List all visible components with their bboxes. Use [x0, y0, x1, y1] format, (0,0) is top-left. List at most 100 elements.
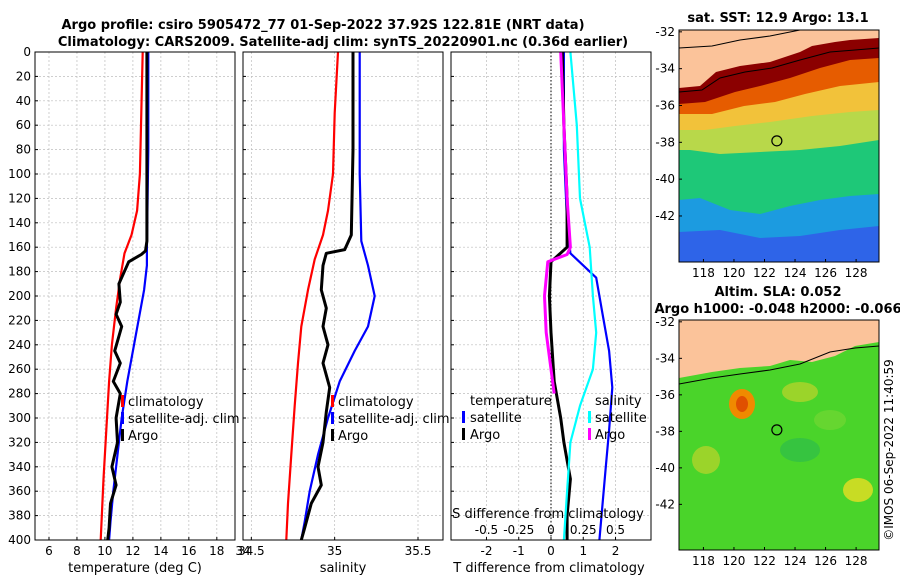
- difference-legend: temperature satellite Argo salinity sate…: [462, 394, 647, 443]
- legend-swatch-t-satellite: [462, 411, 465, 423]
- x-tick-label: 34: [235, 544, 250, 558]
- y-tick-label: 0: [23, 45, 31, 59]
- legend-text-temperature: temperature: [470, 394, 552, 409]
- y-tick-label: 20: [16, 69, 31, 83]
- temperature-legend: climatology satellite-adj. clim Argo: [121, 395, 240, 444]
- sst-map-image: [679, 30, 879, 262]
- map-x-tick-label: 128: [845, 554, 868, 568]
- legend-text-s-satellite: satellite: [595, 411, 647, 426]
- x-tick-label: 18: [209, 544, 224, 558]
- sst-map-title: sat. SST: 12.9 Argo: 13.1: [687, 11, 868, 26]
- title-line-2: Climatology: CARS2009. Satellite-adj cli…: [58, 35, 628, 50]
- legend-swatch-climatology: [331, 395, 334, 407]
- legend-text-s-argo: Argo: [595, 428, 625, 443]
- x-tick-label: 0: [547, 544, 555, 558]
- y-tick-label: 220: [8, 313, 31, 327]
- x-tick-label: 10: [97, 544, 112, 558]
- y-tick-label: 240: [8, 338, 31, 352]
- legend-text-argo: Argo: [128, 429, 158, 444]
- temperature-xlabel: temperature (deg C): [68, 561, 202, 576]
- temperature-grid: [35, 51, 235, 541]
- watermark: ©IMOS 06-Sep-2022 11:40:59: [882, 359, 896, 541]
- difference-ticks: -2 -1 0 1 2 -0.5 -0.25 0 0.25 0.5: [451, 51, 625, 558]
- map-y-tick-label: -32: [655, 315, 675, 329]
- legend-swatch-climatology: [121, 395, 124, 407]
- sla-map-title: Altim. SLA: 0.052: [715, 285, 842, 300]
- series-line-satellite-adj-clim: [300, 52, 376, 540]
- legend-swatch-s-satellite: [588, 411, 591, 423]
- sla-map-panel: Altim. SLA: 0.052 Argo h1000: -0.048 h20…: [654, 285, 900, 568]
- map-y-tick-label: -42: [655, 497, 675, 511]
- x-tick-label: -2: [480, 544, 492, 558]
- legend-text-climatology: climatology: [128, 395, 204, 410]
- legend-swatch-t-argo: [462, 428, 465, 440]
- legend-swatch-argo: [331, 429, 334, 441]
- map-y-tick-label: -32: [655, 25, 675, 39]
- y-tick-label: 260: [8, 362, 31, 376]
- sla-map-ticks: 118 120 122 124 126 128 -32 -34 -36 -38 -40 -42: [655, 315, 867, 568]
- difference-lines: [543, 52, 614, 540]
- y-tick-label: 200: [8, 289, 31, 303]
- map-x-tick-label: 128: [845, 266, 868, 280]
- temperature-panel: 0 20 40 60 80 100 120 140 160 180 200 220 240 260 280 3…: [8, 45, 240, 576]
- series-line-argo: [299, 52, 355, 540]
- x-tick-label: 8: [73, 544, 81, 558]
- y-tick-label: 60: [16, 118, 31, 132]
- series-line-salinity-satellite: [562, 52, 598, 540]
- legend-swatch-satellite: [331, 412, 334, 424]
- sst-cold-band: [679, 226, 879, 262]
- y-tick-label: 120: [8, 191, 31, 205]
- series-line-salinity-argo: [543, 52, 572, 394]
- x-tick-label: 16: [181, 544, 196, 558]
- y-tick-label: 340: [8, 460, 31, 474]
- sst-green-yellow: [679, 110, 879, 154]
- map-y-tick-label: -36: [655, 98, 675, 112]
- x-tick-label: -1: [513, 544, 525, 558]
- difference-top-label: S difference from climatology: [452, 507, 644, 522]
- x-tick-label: 6: [45, 544, 53, 558]
- map-x-tick-label: 126: [814, 554, 837, 568]
- y-tick-label: 160: [8, 240, 31, 254]
- sla-map-subtitle: Argo h1000: -0.048 h2000: -0.066: [654, 302, 900, 317]
- salinity-xlabel: salinity: [320, 561, 367, 576]
- y-tick-label: 280: [8, 387, 31, 401]
- legend-swatch-s-argo: [588, 428, 591, 440]
- x-tick-label: 35: [327, 544, 342, 558]
- sst-warm-band: [679, 58, 879, 118]
- map-y-tick-label: -40: [655, 172, 675, 186]
- y-tick-label: 40: [16, 94, 31, 108]
- sst-map-panel: sat. SST: 12.9 Argo: 13.1 118 120 122 124 12…: [655, 11, 880, 280]
- map-y-tick-label: -40: [655, 461, 675, 475]
- difference-grid: [451, 51, 651, 541]
- map-y-tick-label: -38: [655, 424, 675, 438]
- x-tick-label: 1: [579, 544, 587, 558]
- top-tick-label: 0: [547, 523, 555, 537]
- legend-text-satellite: satellite-adj. clim: [128, 412, 240, 427]
- legend-text-satellite: satellite-adj. clim: [338, 412, 450, 427]
- top-tick-label: -0.5: [475, 523, 498, 537]
- sla-argo-location: [771, 424, 783, 436]
- title-line-1: Argo profile: csiro 5905472_77 01-Sep-20…: [61, 18, 584, 33]
- map-y-tick-label: -38: [655, 135, 675, 149]
- top-tick-label: -0.25: [503, 523, 534, 537]
- legend-swatch-satellite: [121, 412, 124, 424]
- sla-land: [679, 320, 879, 378]
- map-x-tick-label: 120: [723, 266, 746, 280]
- map-x-tick-label: 118: [692, 554, 715, 568]
- series-line-climatology: [285, 52, 340, 540]
- sst-coastal-warm: [679, 38, 879, 106]
- y-tick-label: 400: [8, 533, 31, 547]
- y-tick-label: 320: [8, 435, 31, 449]
- map-y-tick-label: -36: [655, 388, 675, 402]
- legend-text-t-argo: Argo: [470, 428, 500, 443]
- map-y-tick-label: -34: [655, 351, 675, 365]
- difference-xlabel: T difference from climatology: [452, 561, 645, 576]
- map-x-tick-label: 122: [753, 266, 776, 280]
- sst-contour: [679, 47, 879, 93]
- legend-text-salinity: salinity: [595, 394, 642, 409]
- sla-contour: [679, 345, 879, 385]
- sst-argo-location: [771, 135, 783, 147]
